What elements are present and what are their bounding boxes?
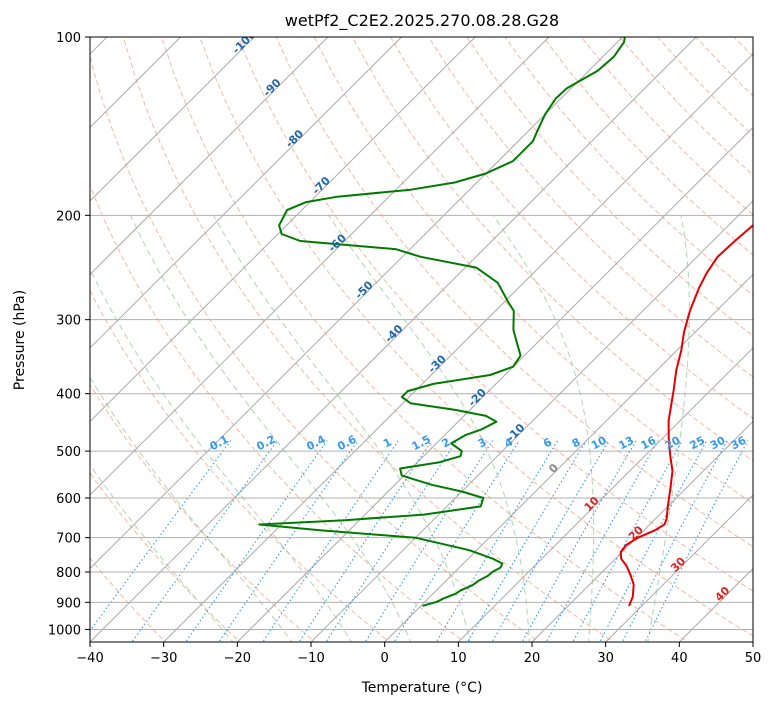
- dry-adiabat-line: [90, 53, 540, 642]
- x-tick-label: −10: [297, 651, 324, 666]
- mixing-ratio-line: [262, 440, 399, 642]
- x-tick-label: −30: [150, 651, 177, 666]
- series-layer: [258, 37, 753, 607]
- grid-layer: [90, 37, 753, 642]
- y-tick-label: 700: [56, 532, 81, 547]
- moist-adiabat-line: [90, 376, 293, 642]
- isotherm-line: [236, 126, 753, 642]
- x-tick-label: 10: [450, 651, 467, 666]
- mixing-ratio-line: [364, 440, 494, 642]
- mixing-ratio-line: [599, 440, 708, 642]
- y-tick-label: 500: [56, 445, 81, 460]
- isotherm-line: [90, 37, 329, 276]
- y-tick-label: 900: [56, 596, 81, 611]
- y-tick-label: 600: [56, 492, 81, 507]
- x-tick-label: −40: [76, 651, 103, 666]
- y-tick-label: 300: [56, 314, 81, 329]
- dry-adiabat-line: [466, 37, 753, 337]
- isotherm-line: [310, 200, 753, 642]
- mixing-ratio-line: [131, 440, 278, 642]
- y-tick-label: 200: [56, 209, 81, 224]
- y-tick-label: 100: [56, 31, 81, 46]
- isotherm-line: [90, 37, 476, 423]
- x-tick-label: 30: [597, 651, 614, 666]
- dry-adiabat-line: [275, 37, 753, 548]
- mixing-ratio-line: [393, 440, 520, 642]
- x-tick-label: 0: [381, 651, 389, 666]
- x-tick-label: −20: [224, 651, 251, 666]
- mixing-ratio-label: 20: [663, 434, 683, 453]
- mixing-ratio-line: [325, 440, 458, 642]
- moist-adiabat-line: [90, 464, 234, 642]
- mixing-ratio-label: 16: [639, 434, 659, 453]
- mixing-ratio-line: [185, 440, 328, 642]
- mixing-ratio-line: [466, 440, 587, 642]
- mixing-ratio-label: 30: [708, 434, 728, 453]
- dry-adiabat-line: [199, 37, 753, 637]
- mixing-ratio-line: [435, 440, 559, 642]
- y-tick-label: 800: [56, 566, 81, 581]
- mixing-ratio-line: [298, 440, 433, 642]
- dry-adiabat-line: [90, 384, 316, 642]
- mixing-ratio-label: 10: [589, 434, 609, 453]
- isotherm-line: [90, 37, 255, 202]
- moist-adiabat-line: [492, 215, 595, 642]
- moist-adiabat-line: [130, 215, 412, 642]
- mixing-ratio-line: [521, 440, 637, 642]
- isotherm-line: [457, 347, 753, 642]
- y-axis-title: Pressure (hPa): [12, 290, 28, 390]
- moist-adiabat-line: [90, 267, 352, 642]
- dry-adiabat-line: [237, 37, 753, 592]
- moist-adiabat-line: [647, 215, 690, 642]
- isotherm-line: [90, 37, 623, 570]
- x-tick-label: 50: [745, 651, 762, 666]
- mixing-ratio-line: [572, 440, 683, 642]
- dewpoint-line: [258, 37, 626, 607]
- axis-layer: −40 −30 −20 −10 0 10 20 30 40 50 100 200 300 400 500 60…: [48, 31, 761, 666]
- moist-adiabat-line: [328, 215, 530, 642]
- isotherm-line: [90, 37, 550, 496]
- y-tick-label: 1000: [48, 623, 81, 638]
- mixing-ratio-label: 36: [729, 434, 749, 453]
- mixing-ratio-label: 25: [687, 434, 707, 453]
- isotherm-line: [90, 37, 402, 349]
- isotherm-line: [605, 494, 753, 642]
- y-tick-label: 400: [56, 388, 81, 403]
- mixing-ratio-label: 13: [616, 434, 636, 453]
- mixing-ratio-line: [491, 440, 610, 642]
- mixing-ratio-line: [621, 440, 728, 642]
- x-tick-label: 20: [524, 651, 541, 666]
- chart-title: wetPf2_C2E2.2025.270.08.28.G28: [285, 11, 559, 31]
- temperature-line: [619, 224, 753, 607]
- isotherm-line: [90, 37, 697, 642]
- dry-adiabat-line: [390, 37, 753, 420]
- x-tick-label: 40: [671, 651, 688, 666]
- plot-frame: [89, 36, 754, 643]
- moist-adiabat-line: [213, 215, 471, 642]
- isotherm-line: [163, 53, 753, 642]
- x-axis-title: Temperature (°C): [361, 680, 483, 696]
- isotherm-line: [384, 273, 753, 642]
